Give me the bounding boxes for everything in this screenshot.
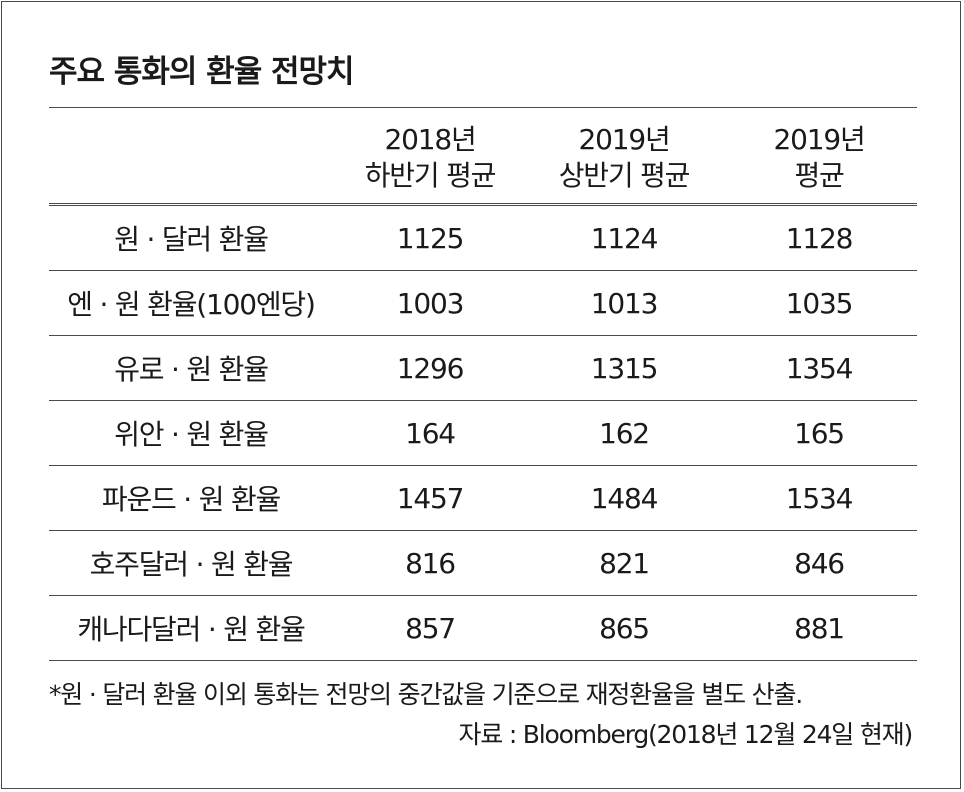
row-label: 호주달러 · 원 환율 [89,548,294,581]
header-period: 하반기 평균 [364,158,497,192]
cell-value: 1124 [590,221,659,255]
row-label: 캐나다달러 · 원 환율 [77,613,305,646]
header-period: 평균 [794,158,844,192]
cell-value: 1125 [396,221,465,255]
table-row: 위안 · 원 환율 164 162 165 [49,401,917,466]
cell-value: 816 [405,546,456,580]
header-year: 2019년 [578,122,670,156]
row-label: 원 · 달러 환율 [114,223,269,256]
source-credit: 자료 : Bloomberg(2018년 12월 24일 현재) [458,720,913,749]
row-label: 파운드 · 원 환율 [101,483,281,516]
table-row: 호주달러 · 원 환율 816 821 846 [49,531,917,596]
cell-value: 1457 [396,481,465,515]
cell-value: 857 [405,611,456,645]
cell-value: 1035 [785,286,854,320]
cell-value: 881 [794,611,845,645]
table-row: 유로 · 원 환율 1296 1315 1354 [49,336,917,401]
cell-value: 1484 [590,481,659,515]
cell-value: 1534 [785,481,854,515]
header-year: 2019년 [773,122,865,156]
cell-value: 846 [794,546,845,580]
row-label: 엔 · 원 환율(100엔당) [67,288,316,321]
table-row: 파운드 · 원 환율 1457 1484 1534 [49,466,917,531]
header-period: 상반기 평균 [558,158,691,192]
table-header-row: 2018년 하반기 평균 2019년 상반기 평균 2019년 평균 [49,108,917,206]
table-row: 원 · 달러 환율 1125 1124 1128 [49,206,917,271]
cell-value: 165 [794,416,845,450]
header-cell-label [49,108,333,203]
header-cell-2018-h2: 2018년 하반기 평균 [333,108,527,203]
header-cell-2019-avg: 2019년 평균 [721,108,917,203]
row-label: 위안 · 원 환율 [114,418,269,451]
page-title: 주요 통화의 환율 전망치 [49,54,355,90]
cell-value: 1003 [396,286,465,320]
row-label: 유로 · 원 환율 [114,353,269,386]
exchange-rate-table: 2018년 하반기 평균 2019년 상반기 평균 2019년 평균 원 · 달… [49,107,917,661]
cell-value: 162 [599,416,650,450]
cell-value: 164 [405,416,456,450]
cell-value: 1296 [396,351,465,385]
cell-value: 865 [599,611,650,645]
table-row: 엔 · 원 환율(100엔당) 1003 1013 1035 [49,271,917,336]
cell-value: 821 [599,546,650,580]
cell-value: 1315 [590,351,659,385]
cell-value: 1128 [785,221,854,255]
header-cell-2019-h1: 2019년 상반기 평균 [527,108,721,203]
footnote: *원 · 달러 환율 이외 통화는 전망의 중간값을 기준으로 재정환율을 별도… [49,680,803,709]
header-year: 2018년 [384,122,476,156]
cell-value: 1013 [590,286,659,320]
cell-value: 1354 [785,351,854,385]
table-row: 캐나다달러 · 원 환율 857 865 881 [49,596,917,661]
